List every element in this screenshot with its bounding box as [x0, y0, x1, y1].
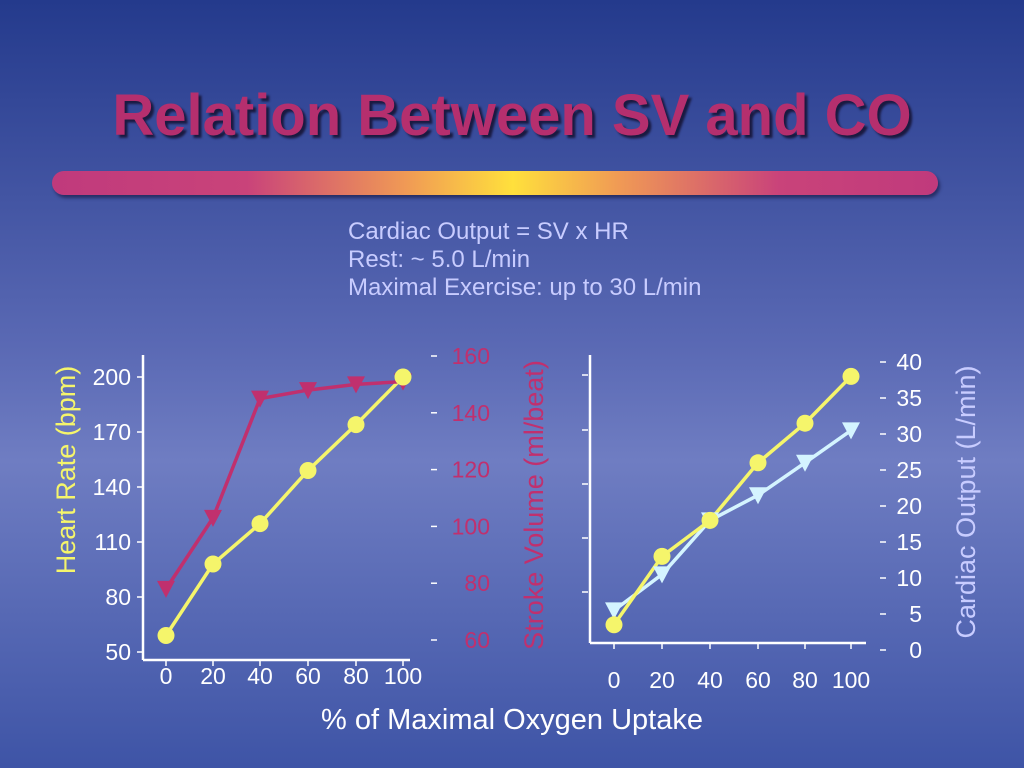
co-right-tick-label: 15	[896, 529, 922, 555]
formula-notes: Cardiac Output = SV x HR Rest: ~ 5.0 L/m…	[348, 218, 701, 302]
co-right-tick-label: 40	[896, 349, 922, 375]
hr-point	[299, 462, 317, 479]
right-y-tick-label: 140	[452, 400, 490, 426]
x-axis-label: % of Maximal Oxygen Uptake	[321, 704, 703, 736]
co-right-tick-label: 20	[896, 493, 922, 519]
slide-title: Relation Between SV and CO	[112, 83, 912, 148]
right-y-tick-label: 100	[452, 513, 490, 539]
hr-series-line	[164, 375, 405, 637]
x-tick-label: 40	[247, 663, 273, 689]
co-series-b-point	[842, 422, 860, 440]
co-series-b-line	[612, 428, 853, 612]
left-y-axis-title: Heart Rate (bpm)	[51, 366, 81, 575]
co-series-b-point	[605, 602, 623, 620]
x-tick-label: 80	[343, 663, 369, 689]
left-y-tick-label: 50	[105, 639, 131, 665]
co-series-a-point	[605, 616, 623, 634]
co-x-tick-label: 40	[697, 667, 723, 693]
x-tick-label: 20	[200, 663, 226, 689]
note-max-exercise: Maximal Exercise: up to 30 L/min	[348, 274, 702, 301]
right-y-axis-title: Stroke Volume (ml/beat)	[519, 360, 549, 650]
right-y-tick-label: 160	[452, 343, 490, 369]
sv-point	[251, 390, 269, 408]
x-tick-label: 0	[160, 663, 173, 689]
x-tick-label: 100	[384, 663, 422, 689]
co-series-b-point	[796, 454, 814, 472]
co-series-b-point	[749, 487, 767, 505]
co-x-tick-label: 20	[649, 667, 675, 693]
title-divider-bar	[52, 171, 938, 195]
co-x-tick-label: 100	[832, 667, 870, 693]
co-right-tick-label: 25	[896, 457, 922, 483]
co-right-axis-title: Cardiac Output (L/min)	[951, 365, 981, 638]
co-right-tick-label: 0	[909, 637, 922, 663]
left-y-tick-label: 110	[94, 529, 131, 555]
co-series-a-point	[749, 454, 767, 472]
right-y-tick-label: 120	[452, 457, 490, 483]
hr-point	[394, 368, 412, 386]
co-series-a-point	[701, 511, 719, 529]
sv-point	[204, 509, 222, 527]
co-chart: 0 5 10 15 20 25 30 35 40 0 20 40 60 80 100 Cardiac Outp…	[582, 349, 981, 693]
hr-point	[347, 416, 365, 434]
sv-point	[157, 580, 175, 598]
co-series-a-line	[612, 375, 853, 626]
co-right-tick-label: 30	[896, 421, 922, 447]
co-x-tick-label: 60	[745, 667, 771, 693]
hr-point	[204, 555, 222, 573]
left-y-tick-label: 200	[93, 364, 131, 390]
x-tick-label: 60	[295, 663, 321, 689]
sv-point	[347, 376, 365, 394]
co-right-tick-label: 5	[909, 601, 922, 627]
co-series-a-point	[796, 414, 814, 432]
co-series-a-point	[842, 367, 860, 385]
co-right-tick-label: 10	[896, 565, 922, 591]
co-series-a-point	[653, 547, 671, 565]
left-y-tick-label: 80	[105, 584, 131, 610]
left-y-tick-label: 140	[93, 474, 131, 500]
right-y-tick-label: 60	[464, 627, 490, 653]
note-rest: Rest: ~ 5.0 L/min	[348, 246, 531, 273]
co-x-tick-label: 0	[608, 667, 621, 693]
hr-sv-chart: 50 80 110 140 170 200 60 80 100 120 140 160 0 20 40 60 8…	[51, 343, 549, 689]
co-series-b-point	[653, 566, 671, 584]
hr-point	[251, 515, 269, 533]
co-x-tick-label: 80	[792, 667, 818, 693]
note-formula: Cardiac Output = SV x HR	[348, 218, 629, 245]
co-right-tick-label: 35	[896, 385, 922, 411]
hr-point	[157, 627, 175, 644]
sv-series-line	[164, 379, 404, 590]
right-y-tick-label: 80	[464, 570, 490, 596]
left-y-tick-label: 170	[93, 419, 131, 445]
sv-point	[299, 382, 317, 400]
